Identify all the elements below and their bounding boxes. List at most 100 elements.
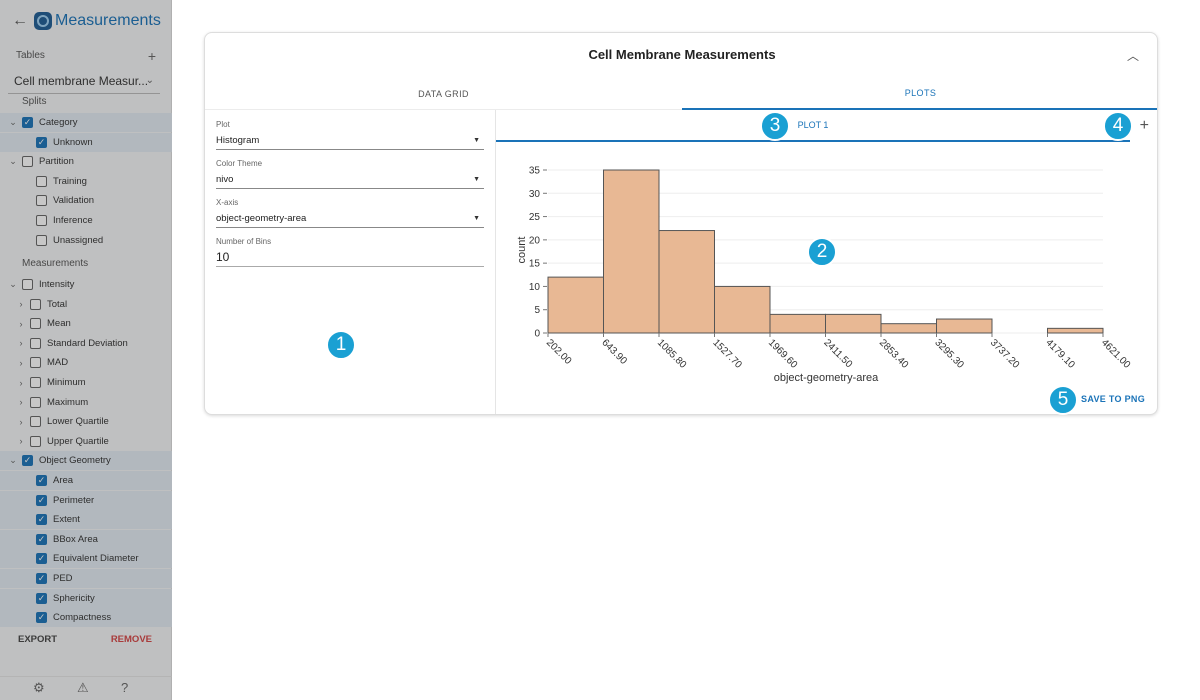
remove-button[interactable]: REMOVE — [110, 634, 152, 645]
checkbox[interactable] — [36, 494, 47, 506]
histogram-bar[interactable] — [880, 323, 937, 334]
chevron-down-icon[interactable]: ⌄ — [9, 455, 17, 466]
tab-plots[interactable]: PLOTS — [682, 77, 1157, 110]
gear-icon[interactable]: ⚙ — [33, 680, 45, 695]
color-theme-select[interactable]: nivo ▼ — [216, 170, 484, 189]
tree-item[interactable]: Area — [0, 471, 172, 490]
tree-item[interactable]: BBox Area — [0, 529, 172, 549]
histogram-bar[interactable] — [658, 230, 715, 334]
chart-y-axis: 0 5 10 15 20 25 30 35 — [529, 166, 547, 340]
y-tick-label: 30 — [529, 189, 541, 200]
table-select[interactable]: Cell membrane Measur... ⌄ — [8, 68, 160, 94]
checkbox[interactable] — [36, 234, 47, 246]
histogram-bar[interactable] — [603, 169, 660, 334]
tree-item[interactable]: Compactness — [0, 608, 172, 628]
tree-item[interactable]: Unknown — [0, 132, 172, 152]
checkbox[interactable] — [30, 318, 41, 330]
tree-item[interactable]: › Minimum — [0, 373, 172, 392]
checkbox[interactable] — [30, 435, 41, 447]
chevron-right-icon[interactable]: › — [19, 357, 23, 368]
bins-field[interactable]: Number of Bins 10 — [216, 237, 484, 267]
card-title: Cell Membrane Measurements — [588, 47, 776, 62]
bins-input[interactable]: 10 — [216, 248, 484, 267]
checkbox[interactable] — [30, 416, 41, 428]
tree-item-label: Upper Quartile — [47, 435, 109, 447]
histogram-bar[interactable] — [769, 313, 826, 334]
checkbox[interactable] — [22, 279, 33, 290]
tree-item[interactable]: Extent — [0, 510, 172, 530]
chevron-right-icon[interactable]: › — [19, 299, 23, 310]
tab-data-grid[interactable]: DATA GRID — [418, 88, 469, 99]
checkbox[interactable] — [36, 175, 47, 187]
chevron-down-icon[interactable]: ⌄ — [9, 156, 17, 167]
tree-item[interactable]: › Upper Quartile — [0, 432, 172, 451]
checkbox[interactable] — [30, 377, 41, 388]
tree-item[interactable]: Sphericity — [0, 588, 172, 608]
checkbox[interactable] — [22, 455, 33, 467]
chevron-up-icon[interactable]: ︿ — [1126, 49, 1139, 63]
tree-item[interactable]: Validation — [0, 191, 172, 210]
checkbox[interactable] — [36, 195, 47, 207]
checkbox[interactable] — [36, 533, 47, 545]
x-axis-select[interactable]: object-geometry-area ▼ — [216, 209, 484, 228]
feedback-icon[interactable]: ⚠ — [77, 680, 89, 695]
tree-item[interactable]: › Lower Quartile — [0, 412, 172, 431]
checkbox[interactable] — [30, 357, 41, 369]
checkbox[interactable] — [36, 475, 47, 486]
histogram-bar[interactable] — [714, 285, 771, 334]
tree-item[interactable]: ⌄ Partition — [0, 152, 172, 171]
tree-item[interactable]: › MAD — [0, 353, 172, 372]
chevron-right-icon[interactable]: › — [19, 416, 23, 427]
tree-item[interactable]: › Total — [0, 295, 172, 314]
checkbox[interactable] — [22, 117, 33, 128]
tree-item[interactable]: Perimeter — [0, 490, 172, 510]
tree-item[interactable]: Unassigned — [0, 231, 172, 250]
checkbox[interactable] — [36, 136, 47, 148]
tree-item-label: Object Geometry — [39, 455, 111, 467]
tree-item[interactable]: ⌄ Object Geometry — [0, 451, 172, 471]
tree-item[interactable]: ⌄ Intensity — [0, 275, 172, 294]
checkbox[interactable] — [22, 156, 33, 168]
tree-item[interactable]: PED — [0, 569, 172, 588]
chevron-down-icon[interactable]: ⌄ — [9, 117, 17, 127]
tab-plot-1[interactable]: PLOT 1 — [496, 110, 1130, 142]
histogram-bar[interactable] — [547, 276, 604, 334]
chevron-right-icon[interactable]: › — [19, 338, 23, 349]
chevron-right-icon[interactable]: › — [19, 318, 23, 329]
tree-item[interactable]: › Standard Deviation — [0, 334, 172, 353]
color-theme-field[interactable]: Color Theme nivo ▼ — [216, 159, 484, 189]
histogram-bar[interactable] — [936, 318, 993, 334]
tree-item[interactable]: Inference — [0, 211, 172, 230]
save-to-png-button[interactable]: SAVE TO PNG — [1081, 394, 1145, 404]
tree-item[interactable]: Training — [0, 172, 172, 191]
checkbox[interactable] — [36, 592, 47, 604]
chevron-right-icon[interactable]: › — [19, 377, 23, 388]
add-plot-icon[interactable]: + — [1139, 117, 1149, 134]
chevron-down-icon[interactable]: ⌄ — [9, 279, 17, 289]
plot-type-field[interactable]: Plot Histogram ▼ — [216, 120, 484, 150]
back-arrow-icon[interactable]: ← — [12, 12, 28, 29]
chevron-right-icon[interactable]: › — [19, 397, 23, 408]
histogram-bar[interactable] — [825, 313, 882, 334]
histogram-bar[interactable] — [1047, 327, 1104, 334]
plot-type-select[interactable]: Histogram ▼ — [216, 131, 484, 150]
tree-item[interactable]: Equivalent Diameter — [0, 549, 172, 569]
chevron-right-icon[interactable]: › — [19, 436, 23, 447]
tree-item[interactable]: › Maximum — [0, 393, 172, 412]
checkbox[interactable] — [36, 612, 47, 624]
tree-item[interactable]: ⌄ Category — [0, 113, 172, 132]
add-table-icon[interactable]: + — [147, 48, 156, 64]
checkbox[interactable] — [36, 215, 47, 226]
export-button[interactable]: EXPORT — [18, 634, 58, 645]
checkbox[interactable] — [36, 573, 47, 584]
checkbox[interactable] — [36, 514, 47, 526]
app-title: Measurements — [55, 12, 161, 29]
help-icon[interactable]: ? — [121, 680, 129, 695]
checkbox[interactable] — [30, 337, 41, 349]
tree-item[interactable]: › Mean — [0, 314, 172, 333]
x-axis-field[interactable]: X-axis object-geometry-area ▼ — [216, 198, 484, 228]
checkbox[interactable] — [36, 553, 47, 565]
x-axis-label: X-axis — [216, 198, 239, 207]
checkbox[interactable] — [30, 298, 41, 310]
checkbox[interactable] — [30, 396, 41, 408]
